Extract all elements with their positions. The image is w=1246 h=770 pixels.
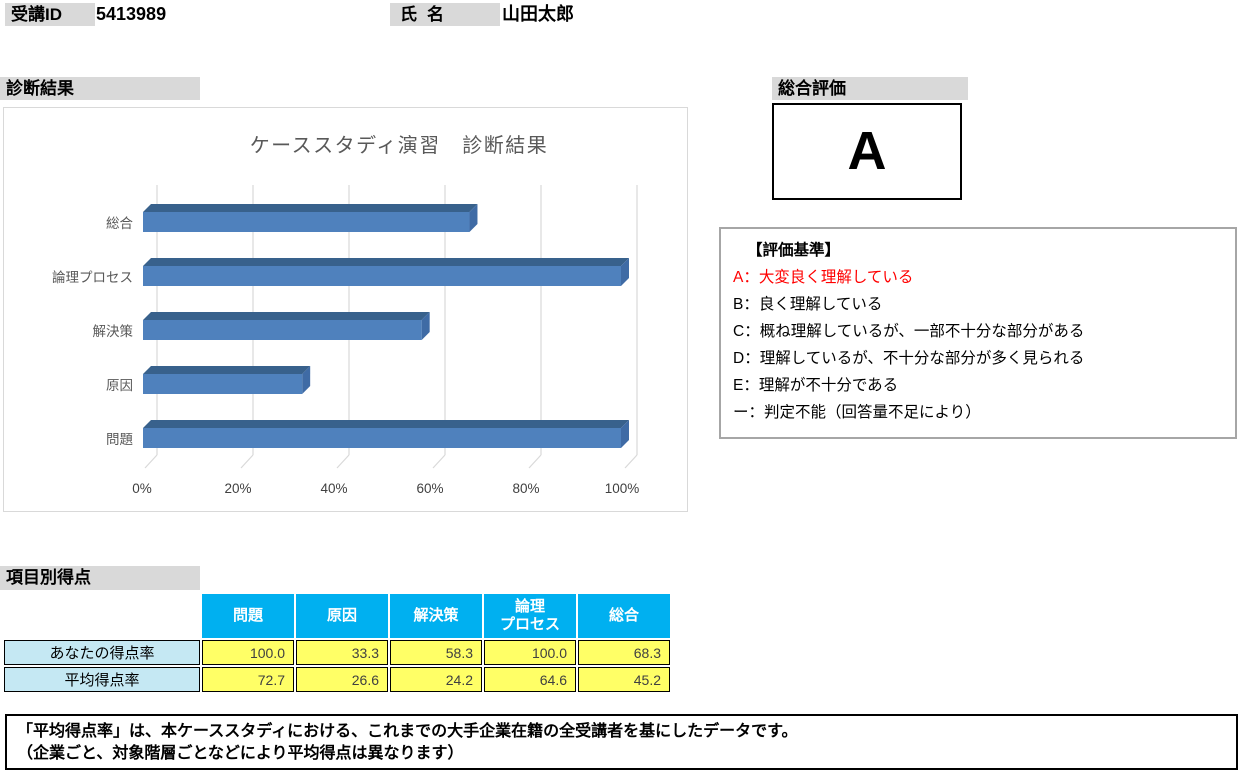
rating-criteria-item: B：良く理解している (733, 296, 883, 313)
chart-bar (143, 374, 303, 394)
score-value-cell: 72.7 (202, 667, 294, 692)
score-column-header: 問題 (202, 594, 294, 638)
score-column-header: 総合 (578, 594, 670, 638)
chart-axis-tick (528, 454, 542, 469)
chart-category-label: 問題 (106, 432, 133, 447)
chart-bar-top-face (143, 258, 629, 266)
chart-category-label: 原因 (106, 378, 133, 393)
diagnosis-chart-canvas: ケーススタディ演習 診断結果 0% 20% 40% 60% 80% 100% 総合論理プロセス… (52, 134, 640, 496)
average-score-note: 「平均得点率」は、本ケーススタディにおける、これまでの大手企業在籍の全受講者を基… (5, 714, 1238, 770)
chart-axis-tick (240, 454, 254, 469)
chart-axis-tick-label: 40% (320, 481, 347, 496)
score-column-header: 解決策 (390, 594, 482, 638)
chart-bar (143, 428, 621, 448)
rating-criteria-heading: 【評価基準】 (747, 242, 841, 259)
section-title-item-scores: 項目別得点 (0, 566, 200, 590)
chart-bar (143, 320, 422, 340)
student-id-value: 5413989 (96, 4, 167, 24)
chart-bar-side-face (469, 204, 478, 232)
score-value-cell: 45.2 (578, 667, 670, 692)
student-name-label: 氏名 (390, 3, 500, 26)
score-value-cell: 58.3 (390, 640, 482, 665)
rating-criteria-item: D：理解しているが、不十分な部分が多く見られる (733, 350, 1085, 367)
chart-axis-tick (432, 454, 446, 469)
chart-title: ケーススタディ演習 診断結果 (250, 134, 549, 157)
score-column-header: 原因 (296, 594, 388, 638)
score-column-header: 論理 プロセス (484, 594, 576, 638)
rating-criteria-list: A：大変良く理解している B：良く理解している C：概ね理解しているが、一部不十分な… (733, 264, 1229, 426)
rating-criteria-item: ー：判定不能（回答量不足により） (733, 404, 981, 421)
chart-bar-top-face (143, 204, 478, 212)
item-score-table: 問題 原因 解決策 論理 プロセス 総合 あなたの得点率 100.0 33.3 58.3 100.… (2, 592, 672, 694)
score-table-row: 平均得点率 72.7 26.6 24.2 64.6 45.2 (4, 667, 670, 692)
score-value-cell: 68.3 (578, 640, 670, 665)
chart-bar-side-face (621, 258, 629, 286)
score-value-cell: 24.2 (390, 667, 482, 692)
diagnosis-chart: ケーススタディ演習 診断結果 0% 20% 40% 60% 80% 100% 総合論理プロセス… (3, 107, 688, 512)
chart-bar-top-face (143, 420, 629, 428)
score-table-row: あなたの得点率 100.0 33.3 58.3 100.0 68.3 (4, 640, 670, 665)
student-name-value: 山田太郎 (502, 4, 574, 24)
student-id-label: 受講ID (5, 3, 95, 26)
chart-axis-tick-label: 20% (224, 481, 251, 496)
chart-axis-tick (624, 454, 638, 469)
chart-bar (143, 212, 470, 232)
chart-category-label: 論理プロセス (52, 270, 133, 285)
score-table-corner (4, 594, 200, 638)
score-value-cell: 64.6 (484, 667, 576, 692)
chart-bar-side-face (302, 366, 311, 394)
note-line-2: （企業ごと、対象階層ごとなどにより平均得点は異なります） (17, 745, 464, 762)
overall-grade-value: A (847, 121, 887, 181)
chart-axis-tick-label: 60% (416, 481, 443, 496)
note-line-1: 「平均得点率」は、本ケーススタディにおける、これまでの大手企業在籍の全受講者を基… (17, 723, 798, 740)
chart-category-label: 総合 (106, 216, 133, 231)
chart-bar-side-face (421, 312, 430, 340)
chart-axis-tick-label: 80% (512, 481, 539, 496)
section-title-diagnosis: 診断結果 (0, 77, 200, 100)
chart-axis-tick (336, 454, 350, 469)
score-value-cell: 100.0 (484, 640, 576, 665)
rating-criteria-item: E：理解が不十分である (733, 377, 899, 394)
chart-bar (143, 266, 621, 286)
score-row-label: 平均得点率 (4, 667, 200, 692)
chart-axis-tick (144, 454, 158, 469)
score-value-cell: 100.0 (202, 640, 294, 665)
rating-criteria-box: 【評価基準】 A：大変良く理解している B：良く理解している C：概ね理解しているが… (719, 227, 1237, 439)
chart-bar-side-face (621, 420, 629, 448)
score-value-cell: 33.3 (296, 640, 388, 665)
chart-axis-tick-label: 100% (605, 481, 640, 496)
overall-grade-box: A (772, 103, 962, 200)
chart-axis-tick-label: 0% (132, 481, 152, 496)
section-title-overall-rating: 総合評価 (772, 77, 968, 100)
score-row-label: あなたの得点率 (4, 640, 200, 665)
chart-bar-top-face (143, 366, 311, 374)
score-value-cell: 26.6 (296, 667, 388, 692)
chart-category-label: 解決策 (93, 323, 134, 339)
rating-criteria-item: C：概ね理解しているが、一部不十分な部分がある (733, 323, 1085, 340)
chart-bar-top-face (143, 312, 430, 320)
rating-criteria-item: A：大変良く理解している (733, 269, 914, 286)
